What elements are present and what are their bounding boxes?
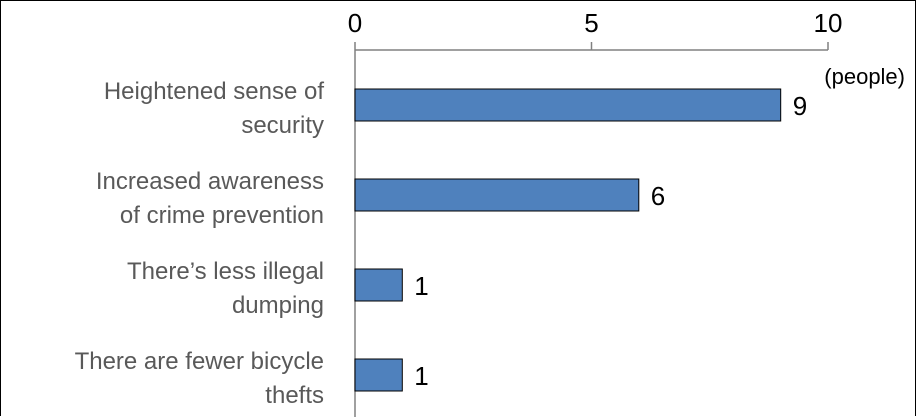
category-label-line: There are fewer bicycle xyxy=(75,348,324,375)
data-label: 6 xyxy=(651,181,665,211)
unit-label: (people) xyxy=(824,64,905,89)
data-label: 1 xyxy=(414,271,428,301)
bar xyxy=(354,88,782,122)
category-label-line: security xyxy=(241,112,324,139)
bar xyxy=(354,358,403,392)
category-label-line: Heightened sense of xyxy=(104,78,324,105)
category-label: There are fewer bicycle thefts xyxy=(75,348,324,409)
category-label-line: There’s less illegal xyxy=(127,258,324,285)
category-label: Increased awareness of crime prevention xyxy=(96,168,324,229)
category-label: There’s less illegal dumping xyxy=(127,258,324,319)
bar xyxy=(354,268,403,302)
data-label: 1 xyxy=(414,361,428,391)
category-label-line: dumping xyxy=(232,292,324,319)
category-label-line: Increased awareness xyxy=(96,168,324,195)
category-label: Heightened sense of security xyxy=(104,78,324,139)
bars: 9 6 1 1 xyxy=(354,88,807,392)
bar xyxy=(354,178,640,212)
category-labels: Heightened sense of security Increased awa… xyxy=(75,78,325,409)
category-label-line: thefts xyxy=(265,382,324,409)
x-tick-label: 0 xyxy=(348,8,362,38)
x-tick-label: 5 xyxy=(584,8,598,38)
x-axis: 0 5 10 xyxy=(348,8,843,417)
x-tick-label: 10 xyxy=(814,8,843,38)
data-label: 9 xyxy=(793,91,807,121)
category-label-line: of crime prevention xyxy=(120,202,324,229)
